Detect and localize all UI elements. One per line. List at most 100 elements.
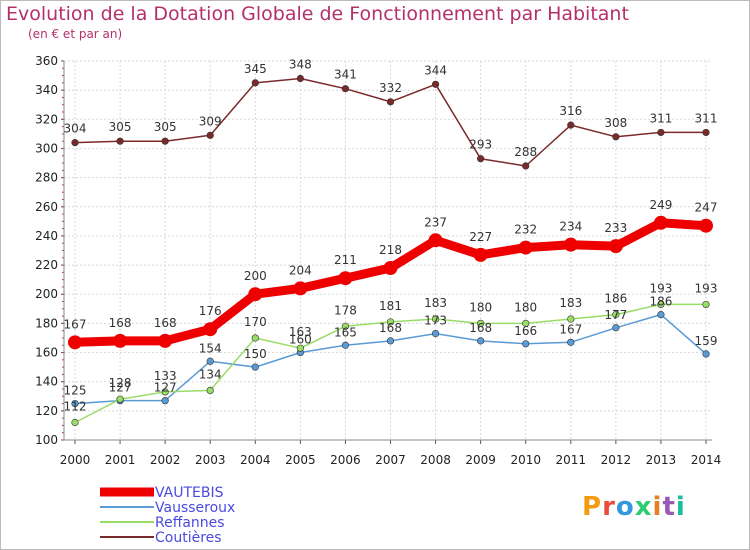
x-tick-label: 2014	[691, 453, 722, 467]
data-label: 125	[64, 384, 87, 398]
data-label: 232	[514, 223, 537, 237]
data-point	[158, 333, 173, 348]
data-point	[116, 137, 124, 145]
y-tick-label: 280	[35, 171, 58, 185]
data-label: 193	[649, 281, 672, 295]
chart-subtitle: (en € et par an)	[28, 27, 123, 41]
data-point	[386, 318, 395, 326]
data-point	[386, 337, 395, 345]
data-point	[702, 350, 710, 358]
y-tick-label: 160	[35, 346, 58, 360]
data-label: 133	[154, 369, 177, 383]
y-tick-label: 260	[35, 200, 58, 214]
data-point	[341, 341, 350, 349]
data-label: 186	[649, 295, 672, 309]
data-label: 183	[424, 296, 447, 310]
data-point	[657, 128, 665, 137]
data-point	[431, 329, 440, 338]
data-point	[296, 344, 304, 352]
data-label: 247	[695, 201, 718, 215]
data-point	[206, 386, 214, 395]
x-tick-label: 2005	[285, 453, 316, 467]
x-tick-label: 2000	[60, 453, 91, 467]
data-label: 181	[379, 299, 402, 313]
data-point	[563, 237, 578, 252]
data-point	[428, 233, 443, 248]
data-label: 160	[289, 333, 312, 347]
data-label: 344	[424, 63, 447, 77]
data-label: 305	[109, 120, 132, 134]
data-label: 193	[695, 281, 718, 295]
data-label: 167	[64, 317, 87, 331]
data-label: 127	[154, 381, 177, 395]
data-point	[431, 315, 440, 323]
data-point	[567, 338, 575, 346]
data-label: 168	[379, 321, 402, 335]
data-label: 176	[199, 304, 222, 318]
data-label: 332	[379, 81, 402, 95]
data-label: 159	[695, 334, 718, 348]
data-label: 167	[559, 322, 582, 336]
data-label: 316	[559, 104, 582, 118]
data-label: 227	[469, 230, 492, 244]
data-point	[161, 397, 169, 405]
y-tick-label: 180	[35, 316, 58, 330]
data-point	[71, 139, 79, 147]
data-point	[341, 322, 350, 330]
data-point	[653, 215, 668, 230]
data-label: 311	[649, 111, 672, 125]
data-point	[522, 162, 530, 170]
data-label: 211	[334, 253, 357, 267]
data-point	[657, 311, 665, 319]
y-tick-label: 300	[35, 141, 58, 155]
data-label: 204	[289, 263, 312, 277]
y-tick-label: 320	[35, 112, 58, 126]
data-point	[477, 337, 485, 345]
y-tick-label: 120	[35, 404, 58, 418]
x-tick-label: 2002	[150, 453, 181, 467]
data-point	[116, 395, 124, 403]
axes: 100 120 140 160 180 200 220 240 260 280 300 320 340 3…	[35, 54, 721, 467]
x-tick-label: 2012	[601, 453, 632, 467]
data-label: 177	[604, 308, 627, 322]
data-point	[68, 335, 82, 350]
data-point	[248, 287, 263, 302]
x-tick-label: 2003	[195, 453, 226, 467]
x-tick-label: 2007	[375, 453, 406, 467]
data-label: 154	[199, 341, 222, 355]
data-label: 200	[244, 269, 267, 283]
data-point	[518, 240, 533, 255]
logo-letter: i	[652, 492, 663, 522]
data-label: 218	[379, 243, 402, 257]
chart-title: Evolution de la Dotation Globale de Fonc…	[6, 3, 629, 25]
data-point	[657, 300, 665, 309]
data-point	[296, 74, 304, 83]
logo-letter: t	[662, 492, 676, 522]
data-label: 134	[199, 367, 222, 381]
data-point	[71, 418, 79, 427]
data-label: 233	[604, 221, 627, 235]
data-label: 345	[244, 62, 267, 76]
data-point	[386, 98, 395, 106]
data-point	[699, 218, 713, 233]
y-tick-label: 340	[35, 83, 58, 97]
data-label: 168	[154, 316, 177, 330]
data-label: 173	[424, 314, 447, 328]
data-point	[206, 131, 214, 139]
data-point	[161, 388, 169, 396]
data-label: 170	[244, 315, 267, 329]
data-label: 249	[649, 198, 672, 212]
data-point	[477, 319, 485, 327]
data-label: 168	[109, 316, 132, 330]
logo-letter: r	[602, 492, 616, 522]
data-label: 180	[514, 300, 537, 314]
legend-label-coutières: Coutières	[155, 530, 222, 546]
x-tick-label: 2008	[420, 453, 451, 467]
data-point	[251, 363, 259, 371]
legend-label-vautebis: VAUTEBIS	[155, 485, 224, 501]
data-point	[431, 80, 440, 88]
data-point	[608, 239, 623, 254]
x-tick-label: 2011	[556, 453, 587, 467]
data-point	[251, 79, 259, 87]
